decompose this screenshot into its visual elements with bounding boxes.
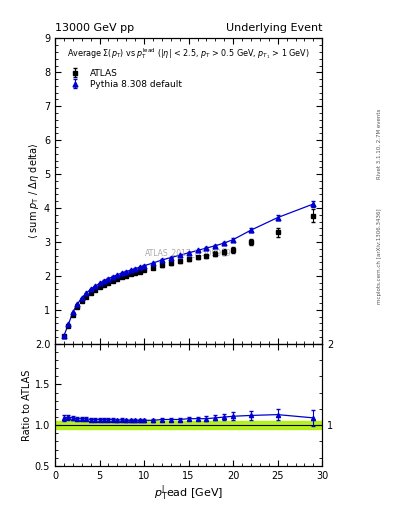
Text: 13000 GeV pp: 13000 GeV pp [55, 23, 134, 33]
Text: Average $\Sigma(p_\mathrm{T})$ vs $p_\mathrm{T}^\mathrm{lead}$ ($|\eta|$ < 2.5, : Average $\Sigma(p_\mathrm{T})$ vs $p_\ma… [67, 46, 310, 61]
Text: Rivet 3.1.10, 2.7M events: Rivet 3.1.10, 2.7M events [377, 108, 382, 179]
Text: ATLAS_2017_I1509919: ATLAS_2017_I1509919 [145, 248, 232, 257]
Y-axis label: Ratio to ATLAS: Ratio to ATLAS [22, 369, 32, 440]
Legend: ATLAS, Pythia 8.308 default: ATLAS, Pythia 8.308 default [65, 68, 184, 91]
Text: mcplots.cern.ch [arXiv:1306.3436]: mcplots.cern.ch [arXiv:1306.3436] [377, 208, 382, 304]
Text: Underlying Event: Underlying Event [226, 23, 322, 33]
Y-axis label: $\langle$ sum $p_\mathrm{T}$ / $\Delta\eta$ delta$\rangle$: $\langle$ sum $p_\mathrm{T}$ / $\Delta\e… [27, 143, 41, 239]
X-axis label: $p_\mathrm{T}^\mathrm{l}$ead [GeV]: $p_\mathrm{T}^\mathrm{l}$ead [GeV] [154, 483, 223, 503]
Bar [55, 421, 322, 429]
